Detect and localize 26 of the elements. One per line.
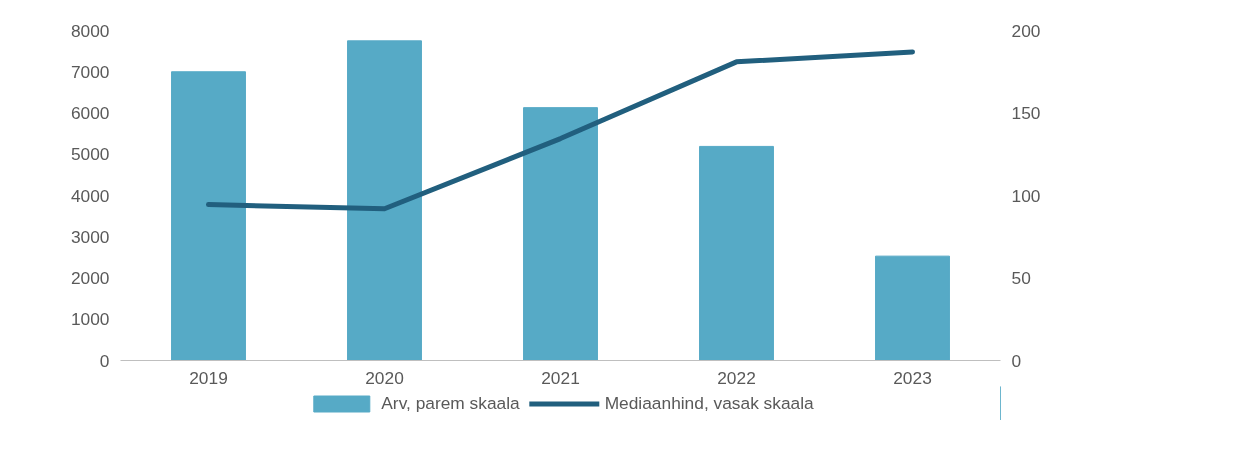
y-tick-label: 5000 bbox=[70, 144, 110, 165]
y-tick-label: 6000 bbox=[70, 103, 110, 123]
y-tick-label: 3000 bbox=[70, 226, 110, 247]
x-tick-label: 2019 bbox=[189, 367, 228, 388]
y-tick-label: 1000 bbox=[70, 309, 110, 330]
y-tick-label: 0 bbox=[99, 350, 110, 371]
y-tick-label: 8000 bbox=[70, 20, 110, 41]
legend-label: Mediaanhind, vasak skaala bbox=[604, 392, 814, 414]
bar bbox=[171, 71, 246, 361]
x-tick-label: 2020 bbox=[365, 367, 404, 388]
x-tick-label: 2021 bbox=[541, 367, 580, 388]
bar bbox=[699, 145, 774, 361]
y2-tick-label: 50 bbox=[1011, 268, 1031, 288]
y-tick-label: 4000 bbox=[70, 185, 110, 206]
bar bbox=[347, 40, 422, 361]
y-tick-label: 7000 bbox=[70, 61, 110, 82]
y2-tick-label: 0 bbox=[1011, 350, 1022, 371]
y2-tick-label: 150 bbox=[1011, 103, 1041, 123]
y-tick-label: 2000 bbox=[70, 268, 110, 288]
y2-tick-label: 200 bbox=[1011, 20, 1041, 41]
x-tick-label: 2023 bbox=[893, 367, 932, 388]
bar bbox=[523, 107, 598, 361]
bar bbox=[875, 255, 950, 361]
y2-tick-label: 100 bbox=[1011, 185, 1041, 206]
legend-label: Arv, parem skaala bbox=[381, 392, 520, 414]
x-tick-label: 2022 bbox=[717, 367, 756, 388]
